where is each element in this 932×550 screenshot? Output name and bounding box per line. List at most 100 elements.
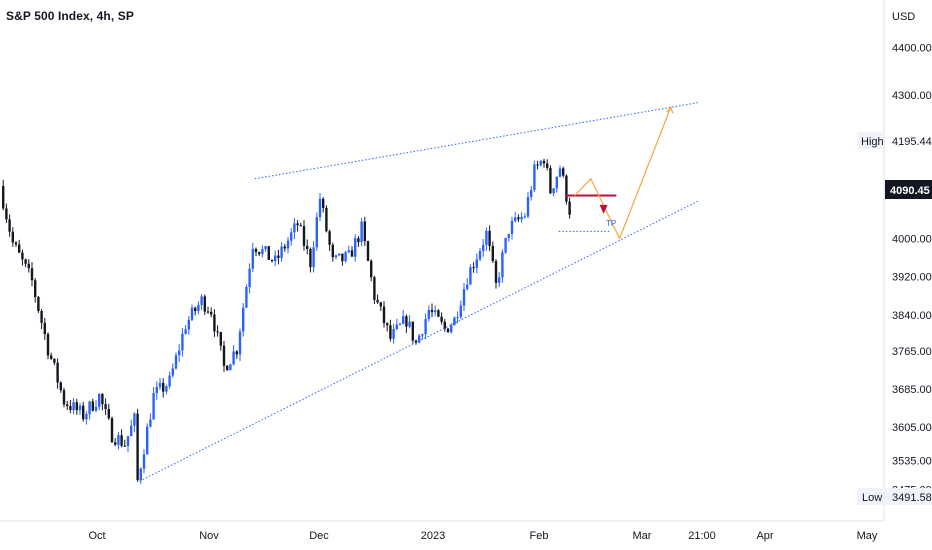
candle[interactable] [338,253,341,257]
candle[interactable] [539,159,542,167]
candle[interactable] [533,160,536,193]
candle[interactable] [299,222,302,227]
candle[interactable] [142,449,146,474]
candle[interactable] [136,408,139,482]
candle[interactable] [21,249,24,266]
candle[interactable] [130,419,133,437]
candle[interactable] [350,246,354,257]
candle[interactable] [11,227,14,247]
candle[interactable] [117,431,120,450]
candle[interactable] [411,321,414,344]
candle[interactable] [568,197,571,219]
trendline-lower[interactable] [139,199,700,482]
candle[interactable] [50,352,53,361]
candle[interactable] [8,214,11,237]
candle[interactable] [462,282,466,311]
candle[interactable] [376,294,379,304]
candle[interactable] [162,378,165,398]
candle[interactable] [216,325,219,337]
candle[interactable] [328,229,331,251]
time-axis[interactable]: Oct Nov Dec 2023 Feb Mar 21:00 Apr May [88,530,877,542]
candle[interactable] [219,331,222,351]
candle[interactable] [309,247,312,273]
candle[interactable] [347,245,350,254]
candle[interactable] [421,333,424,340]
candle[interactable] [152,387,155,420]
candle[interactable] [501,249,504,283]
candle[interactable] [360,217,363,247]
candle[interactable] [526,191,530,219]
candle[interactable] [46,332,50,360]
candle[interactable] [341,253,344,266]
candle[interactable] [293,217,296,240]
candle[interactable] [72,397,75,415]
candle[interactable] [331,242,334,262]
candle[interactable] [373,275,376,305]
candle[interactable] [325,205,328,233]
candle[interactable] [437,309,440,318]
candle[interactable] [434,305,437,317]
candle[interactable] [78,403,82,415]
candle[interactable] [546,159,549,171]
candle[interactable] [536,160,539,170]
candle[interactable] [37,295,40,313]
trendline-upper[interactable] [254,101,700,180]
candle[interactable] [274,250,277,267]
candle[interactable] [235,350,238,359]
candle[interactable] [408,315,411,329]
candle[interactable] [226,364,229,371]
candle[interactable] [69,399,72,414]
candle[interactable] [558,165,562,178]
candle[interactable] [165,384,168,395]
candle[interactable] [363,216,366,247]
candle[interactable] [510,216,514,240]
candle[interactable] [254,247,258,257]
candle[interactable] [229,363,232,371]
candle[interactable] [478,247,482,262]
candle[interactable] [242,303,245,337]
candle[interactable] [94,400,98,413]
candle[interactable] [75,398,78,415]
candle[interactable] [402,309,405,325]
candle[interactable] [469,264,472,285]
candle[interactable] [456,311,459,324]
candle[interactable] [344,250,347,263]
candle[interactable] [98,393,101,410]
candle[interactable] [542,158,546,168]
candle[interactable] [549,165,552,195]
candle[interactable] [283,243,286,252]
candle[interactable] [190,304,194,322]
candle[interactable] [267,246,270,260]
candle[interactable] [245,284,248,309]
candle[interactable] [446,328,450,333]
candle[interactable] [523,213,526,219]
candle[interactable] [88,400,91,420]
candle[interactable] [53,358,56,366]
candle[interactable] [504,237,507,255]
candle[interactable] [491,241,494,264]
candle[interactable] [264,245,267,252]
candle[interactable] [200,294,203,311]
candle[interactable] [472,262,475,273]
candle[interactable] [261,245,264,258]
candle[interactable] [210,307,213,318]
candle[interactable] [322,197,325,213]
candle[interactable] [222,340,226,372]
candle[interactable] [149,413,152,428]
candle[interactable] [197,301,200,315]
candle[interactable] [30,262,34,287]
candle[interactable] [270,259,274,263]
candle[interactable] [418,334,421,343]
candle[interactable] [405,314,408,333]
candle[interactable] [59,381,62,393]
candle[interactable] [120,429,123,448]
candle[interactable] [485,227,488,251]
candle[interactable] [507,233,510,242]
candle[interactable] [555,176,558,193]
candle[interactable] [354,234,357,262]
candle[interactable] [306,239,309,255]
candle[interactable] [382,301,386,328]
candle[interactable] [133,412,136,433]
candle[interactable] [114,438,117,447]
candle[interactable] [168,371,171,389]
